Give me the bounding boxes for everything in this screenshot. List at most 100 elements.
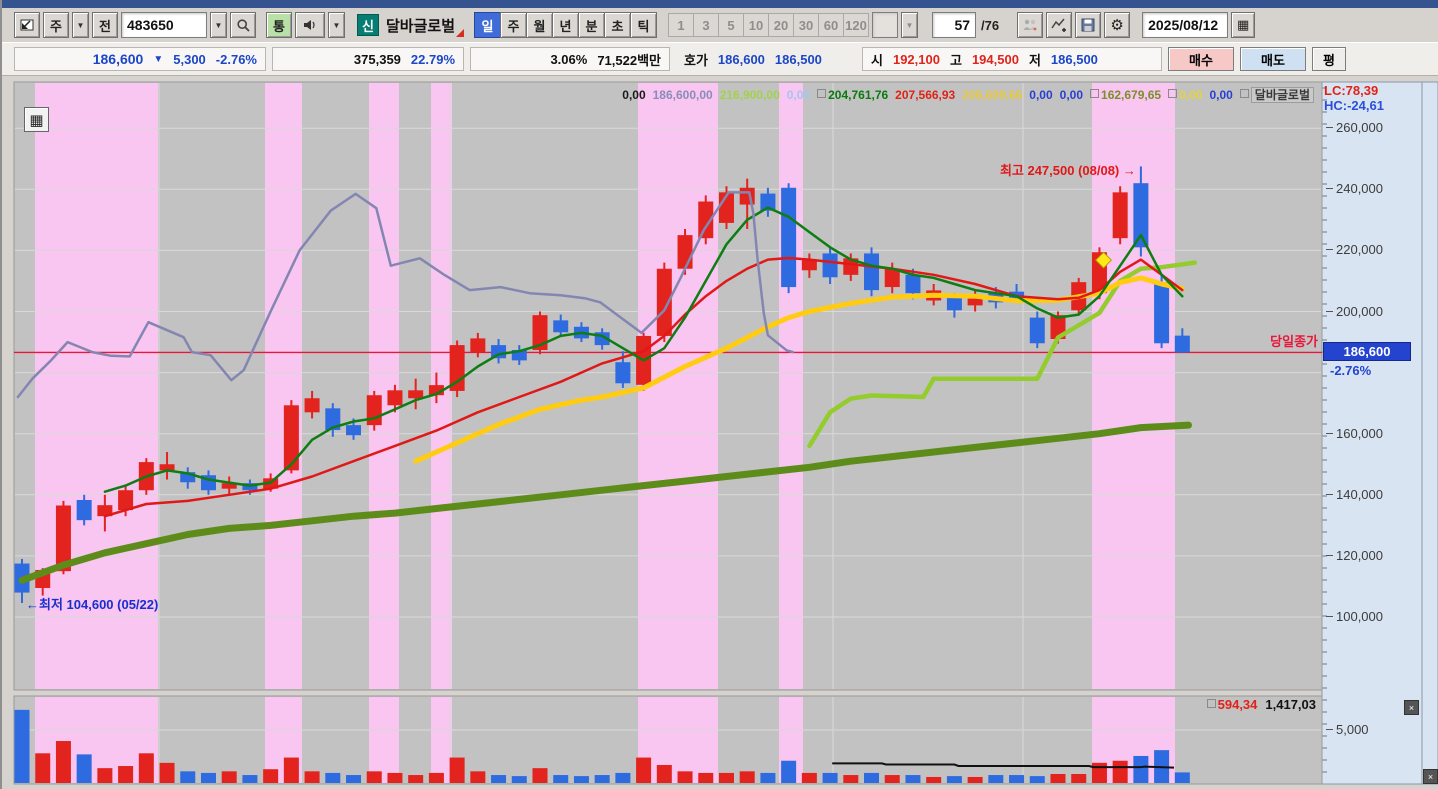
interval-cell-20[interactable]: 20 [768,13,795,37]
legend-box-icon [1168,88,1178,98]
stock-code-dropdown[interactable]: ▼ [210,12,227,38]
y-axis-label: 220,000 [1326,242,1383,257]
stock-name-label: 달바글로벌 [382,15,465,37]
y-axis-label: 260,000 [1326,120,1383,135]
search-button[interactable] [230,12,256,38]
chart-mode-dropdown[interactable]: ▼ [72,12,89,38]
volume-ratio: 22.79% [410,51,455,67]
search-icon [236,18,250,32]
sound-button[interactable] [295,12,325,38]
open-label: 시 [871,52,883,68]
period-button-주[interactable]: 주 [500,12,528,38]
volume-segment: 375,359 22.79% [272,47,464,71]
date-input[interactable] [1142,12,1229,38]
price-segment: 186,600 ▼ 5,300 -2.76% [14,47,266,71]
hoga-label: 호가 [684,52,708,68]
interval-cell-10[interactable]: 10 [743,13,770,37]
settings-button[interactable]: ⚙ [1104,12,1131,38]
bottom-right-resize-icon[interactable]: × [1423,769,1438,784]
compare-people-icon [1023,19,1037,31]
price-change: 5,300 [173,51,206,67]
turnover-segment: 3.06% 71,522백만 [470,47,670,71]
stock-code-input[interactable] [121,12,207,38]
hc-value: HC:-24,61 [1324,98,1384,113]
legend-box-icon [817,88,827,98]
grid-tool-button[interactable]: ▦ [24,107,49,132]
interval-dropdown[interactable]: ▼ [901,12,919,38]
volume-value: 375,359 [353,51,401,67]
y-axis-label: 140,000 [1326,487,1383,502]
legend-item: 0,00 [1168,88,1202,102]
legend-item: 207,566,93 [895,87,956,102]
new-listing-badge: 신 [357,14,379,36]
low-annotation: ←최저 104,600 (05/22) [26,596,159,612]
y-axis-label: 100,000 [1326,609,1383,624]
volume-axis-label: 5,000 [1326,722,1369,737]
high-price: 194,500 [971,51,1019,67]
legend-box-icon [1090,88,1100,98]
legend-item: 186,600,00 [652,87,713,102]
legend-item: 1,417,03 [1265,697,1316,712]
interval-cell-5[interactable]: 5 [718,13,745,37]
chevron-down-icon: ▼ [905,20,914,30]
interval-cell-60[interactable]: 60 [818,13,845,37]
new-mark-icon [456,28,465,37]
quote-info-bar: 186,600 ▼ 5,300 -2.76% 375,359 22.79% 3.… [0,42,1438,76]
low-label: 저 [1028,52,1041,68]
bar-total-label: /76 [981,17,1000,33]
gear-icon: ⚙ [1110,17,1124,34]
calendar-button[interactable]: ▦ [1231,12,1256,38]
trendline-button[interactable] [1046,12,1073,38]
bar-count-input[interactable] [932,12,977,38]
legend-item: 0,00 [622,87,646,102]
chevron-down-icon: ▼ [332,20,341,30]
window-left-edge [0,0,2,789]
interval-cell-1[interactable]: 1 [668,13,695,37]
period-button-월[interactable]: 월 [526,12,554,38]
sound-dropdown[interactable]: ▼ [328,12,345,38]
calendar-icon: ▦ [1236,17,1250,32]
chevron-down-icon: ▼ [214,20,223,30]
legend-item: 0,00 [786,87,811,102]
current-price: 186,600 [92,51,144,67]
prev-stock-button[interactable]: 전 [92,12,118,38]
speaker-icon [304,20,315,30]
chart-window-button[interactable] [14,12,40,38]
legend-item: 0,00 [1029,87,1053,102]
legend-item: 204,761,76 [817,88,888,102]
interval-extra-box [872,12,899,38]
lc-value: LC:78,39 [1324,83,1379,98]
volume-legend: 594,34 1,417,03 [1206,697,1316,712]
legend-item: 달바글로벌 [1239,86,1314,103]
chart-mode-button[interactable]: 주 [43,12,69,38]
low-price: 186,500 [1050,51,1098,67]
save-button[interactable] [1075,12,1102,38]
interval-cell-120[interactable]: 120 [843,13,870,37]
window-top-strip [0,0,1438,8]
period-button-틱[interactable]: 틱 [630,12,658,38]
legend-item: 0,00 [1209,87,1233,102]
interval-buttons: 1 3 5 10 20 30 60 120 [668,13,870,37]
y-axis-label: 120,000 [1326,548,1383,563]
volume-collapse-icon[interactable]: × [1404,700,1419,715]
legend-item: 594,34 [1206,697,1257,712]
sell-button[interactable]: 매도 [1240,47,1306,71]
price-change-pct: -2.76% [215,51,257,67]
down-arrow-icon: ▼ [153,53,164,65]
legend-item: 206,609,66 [962,87,1023,102]
chevron-down-icon: ▼ [76,20,85,30]
avg-button[interactable]: 평 [1312,47,1346,71]
floppy-disk-icon [1081,18,1095,32]
link-button[interactable]: 통 [266,12,292,38]
buy-button[interactable]: 매수 [1168,47,1234,71]
trade-value: 71,522백만 [597,52,661,68]
high-annotation: 최고 247,500 (08/08) → [999,163,1136,179]
period-button-년[interactable]: 년 [552,12,580,38]
grid-icon: ▦ [29,111,44,129]
current-price-pct: -2.76% [1330,363,1372,379]
compare-button[interactable] [1017,12,1044,38]
legend-box-icon [1239,89,1249,98]
